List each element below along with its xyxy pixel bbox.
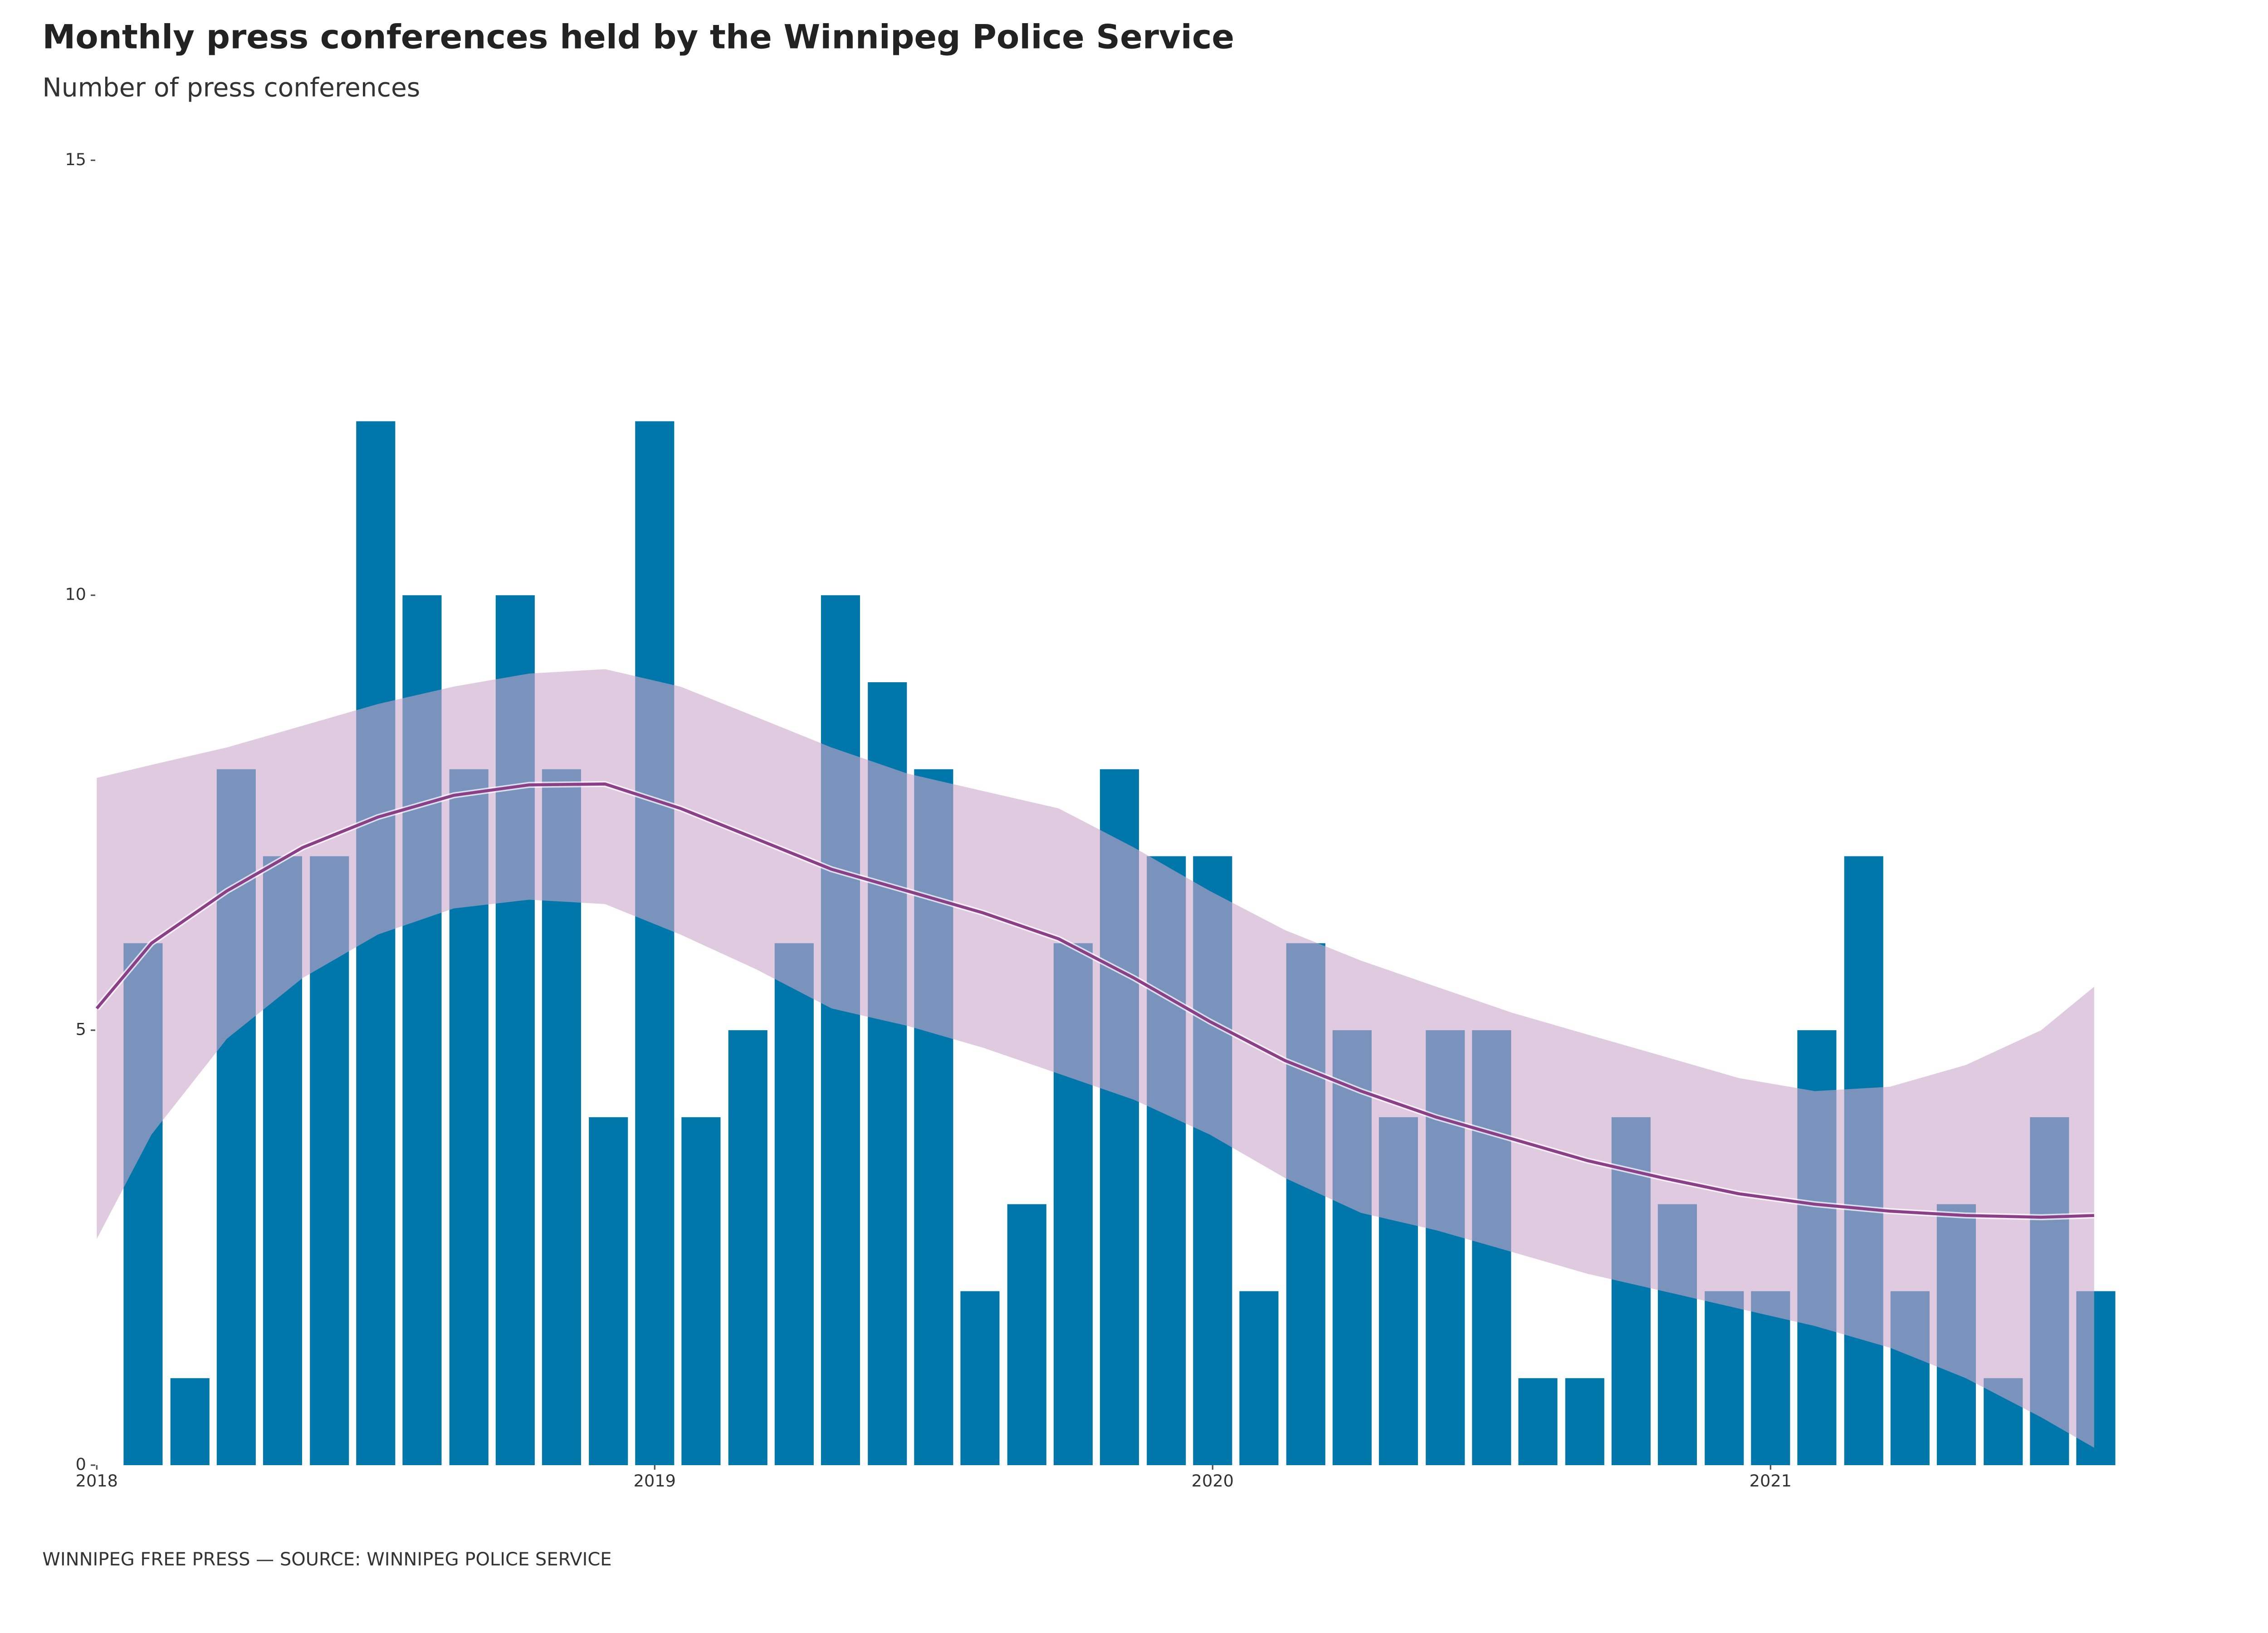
- bar: [1239, 1291, 1279, 1465]
- bar: [960, 1291, 1000, 1465]
- bar: [1705, 1291, 1744, 1465]
- bar: [728, 1030, 767, 1465]
- bar: [681, 1117, 721, 1465]
- bar: [1751, 1291, 1790, 1465]
- chart-title: Monthly press conferences held by the Wi…: [42, 18, 1234, 57]
- bar: [1518, 1378, 1558, 1465]
- confidence-band: [97, 669, 2094, 1448]
- y-tick-label: 10: [65, 585, 86, 604]
- bar: [1007, 1204, 1046, 1465]
- x-tick-label: 2018: [76, 1471, 118, 1491]
- bar: [170, 1378, 210, 1465]
- x-tick-label: 2019: [634, 1471, 676, 1491]
- source-note: WINNIPEG FREE PRESS — SOURCE: WINNIPEG P…: [42, 1549, 611, 1570]
- chart-subtitle: Number of press conferences: [42, 73, 420, 103]
- x-tick-label: 2020: [1192, 1471, 1234, 1491]
- bar: [821, 595, 860, 1465]
- y-tick-label: 0: [76, 1455, 86, 1474]
- y-tick-label: 15: [65, 150, 86, 169]
- trend-line: [95, 782, 2094, 1219]
- y-tick-label: 5: [76, 1020, 86, 1039]
- bar: [1565, 1378, 1604, 1465]
- x-tick-label: 2021: [1750, 1471, 1792, 1491]
- bar: [589, 1117, 628, 1465]
- bar: [774, 943, 814, 1465]
- bar: [635, 421, 675, 1465]
